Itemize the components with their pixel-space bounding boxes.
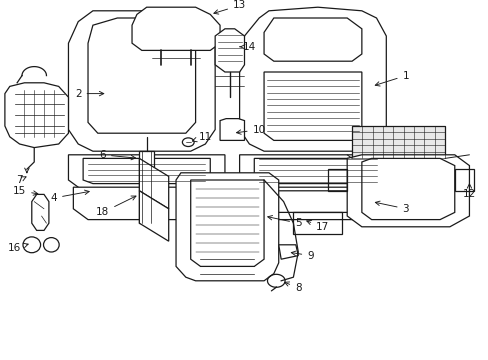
- Text: 8: 8: [284, 282, 301, 293]
- Polygon shape: [132, 7, 220, 50]
- Polygon shape: [239, 7, 386, 151]
- Polygon shape: [176, 173, 278, 281]
- Ellipse shape: [23, 237, 41, 253]
- Polygon shape: [278, 245, 298, 259]
- Text: 17: 17: [306, 220, 329, 232]
- Ellipse shape: [43, 238, 59, 252]
- Text: 12: 12: [462, 184, 475, 199]
- Polygon shape: [139, 151, 154, 223]
- Text: 15: 15: [13, 186, 38, 196]
- Text: 11: 11: [192, 132, 212, 142]
- Text: 9: 9: [291, 251, 313, 261]
- Polygon shape: [244, 187, 400, 220]
- Text: 6: 6: [99, 150, 135, 160]
- Polygon shape: [73, 187, 224, 220]
- Text: 7: 7: [16, 175, 26, 185]
- Text: 18: 18: [96, 196, 136, 217]
- Circle shape: [182, 138, 194, 147]
- Text: 3: 3: [375, 201, 408, 214]
- Text: 14: 14: [240, 42, 256, 52]
- Polygon shape: [190, 180, 264, 266]
- Text: 13: 13: [213, 0, 246, 14]
- Polygon shape: [139, 158, 168, 209]
- Polygon shape: [68, 11, 215, 151]
- Text: 1: 1: [374, 71, 408, 86]
- Polygon shape: [215, 29, 244, 72]
- Text: 10: 10: [236, 125, 265, 135]
- Text: 5: 5: [267, 216, 301, 228]
- Polygon shape: [351, 126, 444, 158]
- Polygon shape: [32, 194, 49, 230]
- Text: 4: 4: [50, 190, 89, 203]
- Text: 16: 16: [8, 243, 28, 253]
- Polygon shape: [5, 83, 68, 148]
- Polygon shape: [139, 191, 168, 241]
- Text: 2: 2: [75, 89, 103, 99]
- Polygon shape: [346, 155, 468, 227]
- Polygon shape: [220, 119, 244, 140]
